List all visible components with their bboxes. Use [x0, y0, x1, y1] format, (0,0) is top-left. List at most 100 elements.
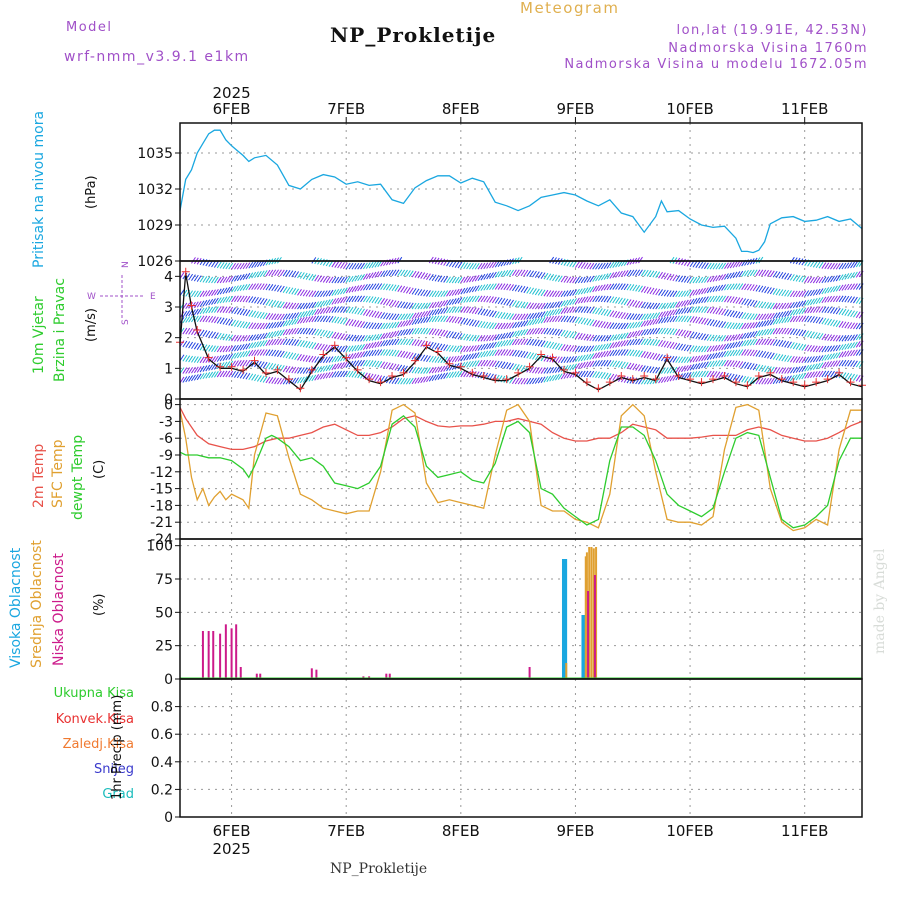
wind-barb	[248, 272, 254, 279]
wind-barb	[471, 352, 477, 360]
wind-barb	[331, 316, 337, 323]
wind-barb	[277, 285, 282, 292]
wind-barb	[689, 276, 695, 284]
gust-marker	[502, 375, 511, 384]
wind-barb	[259, 375, 265, 383]
wind-barb	[457, 345, 463, 353]
wind-barb	[741, 312, 747, 319]
wind-barb	[612, 271, 618, 279]
wind-barb	[815, 276, 821, 284]
wind-barb	[807, 371, 812, 379]
wind-barb	[431, 315, 437, 323]
high-cloud-label: Visoka Oblacnost	[8, 547, 24, 668]
wind-barb	[764, 338, 769, 346]
wind-barb	[302, 272, 308, 280]
wind-barb	[526, 287, 532, 294]
wind-barb	[380, 322, 386, 330]
wind-barb	[549, 290, 555, 297]
wind-barb	[818, 370, 824, 378]
wind-barb	[824, 276, 830, 283]
wind-barb	[360, 273, 365, 281]
wind-barb	[764, 302, 769, 309]
wind-barb	[580, 361, 586, 369]
wind-barb	[638, 364, 643, 372]
wind-barb	[724, 273, 729, 280]
wind-barb	[391, 269, 397, 277]
wind-barb	[592, 319, 598, 327]
wind-barb	[248, 283, 254, 291]
wind-barb	[792, 366, 798, 374]
wind-barb	[532, 302, 537, 310]
wind-barb	[712, 295, 718, 303]
wind-barb	[546, 316, 552, 323]
wind-barb	[506, 269, 512, 277]
wind-barb	[649, 312, 655, 320]
wind-barb	[838, 359, 844, 367]
wind-barb	[818, 261, 824, 269]
wind-barb	[497, 361, 503, 368]
gust-marker	[708, 375, 717, 384]
wind-barb	[807, 330, 812, 338]
wind-barb	[835, 307, 841, 315]
wind-barb	[606, 309, 612, 317]
wind-barb	[549, 309, 555, 317]
wind-barb	[801, 356, 807, 364]
wind-barb	[277, 377, 282, 385]
wind-barb	[655, 271, 661, 278]
wind-barb	[208, 289, 214, 297]
wind-barb	[589, 345, 595, 352]
wind-barb	[460, 370, 466, 378]
wind-barb	[686, 371, 692, 379]
wind-barb	[755, 269, 761, 277]
wind-barb	[437, 373, 443, 380]
wind-barb	[726, 283, 732, 291]
wind-barb	[778, 302, 784, 310]
wind-barb	[440, 356, 446, 364]
wind-barb	[497, 297, 503, 305]
wind-barb	[460, 317, 466, 325]
wind-barb	[211, 371, 216, 378]
wind-barb	[411, 339, 417, 346]
wind-barb	[652, 366, 658, 374]
wind-barb	[546, 341, 552, 348]
wind-barb	[855, 322, 861, 330]
wind-barb	[761, 338, 767, 346]
wind-barb	[721, 284, 727, 291]
wind-barb	[291, 302, 297, 310]
series-wind-speed	[179, 273, 863, 391]
wind-barb	[600, 343, 606, 351]
wind-barb	[491, 349, 497, 357]
wind-barb	[597, 274, 603, 281]
wind-barb	[557, 307, 563, 315]
wind-barb	[497, 270, 503, 278]
wind-barb	[827, 370, 833, 378]
wind-barb	[428, 341, 434, 349]
wind-barb	[357, 335, 363, 342]
wind-barb	[308, 328, 314, 335]
wind-barb	[234, 371, 239, 378]
wind-barb	[638, 377, 643, 385]
wind-barb	[649, 366, 655, 374]
wind-barb	[477, 308, 483, 315]
wind-barb	[718, 335, 724, 342]
wind-barb	[486, 342, 492, 350]
wind-barb	[431, 274, 437, 282]
wind-barb	[282, 365, 288, 373]
wind-barb	[660, 340, 666, 347]
wind-barb	[695, 276, 701, 284]
wind-barb	[795, 356, 801, 363]
wind-barb	[592, 295, 598, 303]
wind-barb	[703, 333, 709, 341]
wind-barb	[812, 332, 818, 339]
wind-barb	[767, 352, 772, 359]
wind-barb	[557, 300, 563, 308]
wind-barb	[646, 302, 652, 309]
panel-frame	[179, 122, 863, 262]
wind-barb	[340, 306, 345, 313]
wind-barb	[678, 373, 684, 380]
wind-barb	[792, 342, 798, 350]
wind-barb	[801, 307, 807, 315]
wind-barb	[580, 306, 586, 313]
wind-barb	[695, 297, 701, 305]
wind-barb	[437, 290, 443, 298]
